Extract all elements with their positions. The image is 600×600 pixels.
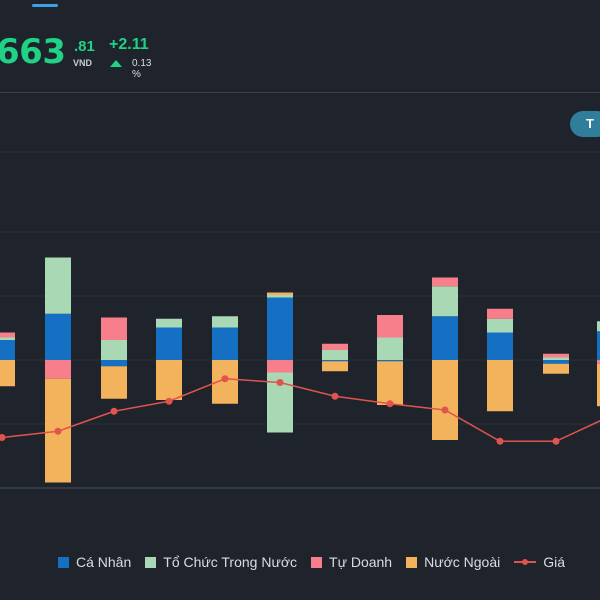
bar-segment[interactable] [597, 363, 600, 407]
legend-item[interactable]: Cá Nhân [58, 554, 131, 570]
grid-lines [0, 151, 600, 489]
bar-segment[interactable] [597, 321, 600, 332]
bar-segment[interactable] [101, 360, 127, 367]
bar-segment[interactable] [597, 331, 600, 360]
bar-segment[interactable] [0, 360, 15, 387]
bar-segment[interactable] [212, 327, 238, 361]
bar-segment[interactable] [212, 316, 238, 328]
legend-label: Giá [543, 554, 566, 570]
price-point[interactable] [496, 437, 504, 445]
bar-segment[interactable] [322, 360, 348, 362]
price-point[interactable] [552, 437, 560, 445]
header-divider [0, 92, 600, 93]
bar-segment[interactable] [432, 277, 458, 287]
legend-swatch-icon [311, 556, 323, 568]
bar-segment[interactable] [487, 332, 513, 361]
price-point[interactable] [221, 375, 229, 383]
bar-segment[interactable] [543, 353, 569, 358]
price-line [0, 375, 600, 445]
bar-segment[interactable] [487, 360, 513, 412]
timeframe-toggle-button[interactable]: T [570, 111, 600, 137]
price-value: 663 [0, 32, 66, 72]
bar-segment[interactable] [267, 360, 293, 373]
legend-item[interactable]: Tổ Chức Trong Nước [145, 554, 297, 570]
bar-segment[interactable] [322, 361, 348, 372]
price-point[interactable] [165, 397, 173, 405]
triangle-up-icon [110, 60, 122, 67]
bar-segment[interactable] [377, 337, 403, 361]
price-point[interactable] [276, 379, 284, 386]
bar-segment[interactable] [101, 366, 127, 399]
price-line-path [1, 377, 600, 442]
bar-segment[interactable] [322, 350, 348, 360]
bar-segment[interactable] [432, 286, 458, 317]
bar-segment[interactable] [543, 360, 569, 364]
currency-label: VND [73, 58, 93, 68]
bar-segment[interactable] [487, 308, 513, 319]
bar-segment[interactable] [156, 318, 182, 328]
price-point[interactable] [331, 392, 339, 400]
bar-segment[interactable] [377, 361, 403, 405]
bar-segment[interactable] [45, 257, 71, 314]
bar-segment[interactable] [45, 313, 71, 360]
bar-segment[interactable] [543, 363, 569, 374]
bar-segment[interactable] [322, 343, 348, 350]
bar-segment[interactable] [156, 327, 182, 361]
bar-segment[interactable] [267, 297, 293, 361]
legend-label: Tự Doanh [329, 554, 393, 570]
legend-label: Tổ Chức Trong Nước [163, 554, 298, 570]
bars [0, 257, 600, 483]
chart-legend: Cá Nhân Tổ Chức Trong Nước Tự Doanh Nước Ng… [58, 552, 579, 572]
legend-item[interactable]: Tự Doanh [311, 554, 392, 570]
legend-label: Nước Ngoài [424, 554, 501, 570]
bar-segment[interactable] [487, 318, 513, 333]
price-point[interactable] [386, 400, 394, 408]
bar-segment[interactable] [377, 315, 403, 338]
legend-swatch-icon [58, 556, 69, 568]
bar-segment[interactable] [597, 360, 600, 364]
price-change: +2.11 [109, 36, 149, 53]
price-change-percent: 0.13 % [132, 58, 152, 80]
price-point[interactable] [54, 427, 62, 435]
line-marker-icon [514, 559, 537, 565]
legend-item[interactable]: Giá [514, 554, 565, 570]
bar-segment[interactable] [101, 340, 127, 360]
bar-segment[interactable] [0, 340, 15, 360]
bar-segment[interactable] [432, 316, 458, 360]
legend-swatch-icon [145, 556, 157, 568]
bar-segment[interactable] [267, 292, 293, 296]
legend-swatch-icon [406, 556, 418, 568]
active-tab-indicator [32, 4, 58, 7]
price-point[interactable] [110, 407, 118, 415]
bar-segment[interactable] [101, 317, 127, 341]
bar-segment[interactable] [377, 360, 403, 362]
legend-label: Cá Nhân [76, 554, 132, 570]
price-point[interactable] [441, 406, 449, 414]
price-decimal: .81 [74, 38, 95, 55]
bar-segment[interactable] [0, 332, 15, 338]
bar-segment[interactable] [45, 360, 71, 379]
bar-segment[interactable] [0, 337, 15, 341]
legend-item[interactable]: Nước Ngoài [406, 554, 500, 570]
bar-segment[interactable] [267, 295, 293, 298]
bar-segment[interactable] [543, 357, 569, 361]
bar-segment[interactable] [432, 360, 458, 440]
price-point[interactable] [0, 434, 6, 441]
bar-segment[interactable] [156, 360, 182, 400]
